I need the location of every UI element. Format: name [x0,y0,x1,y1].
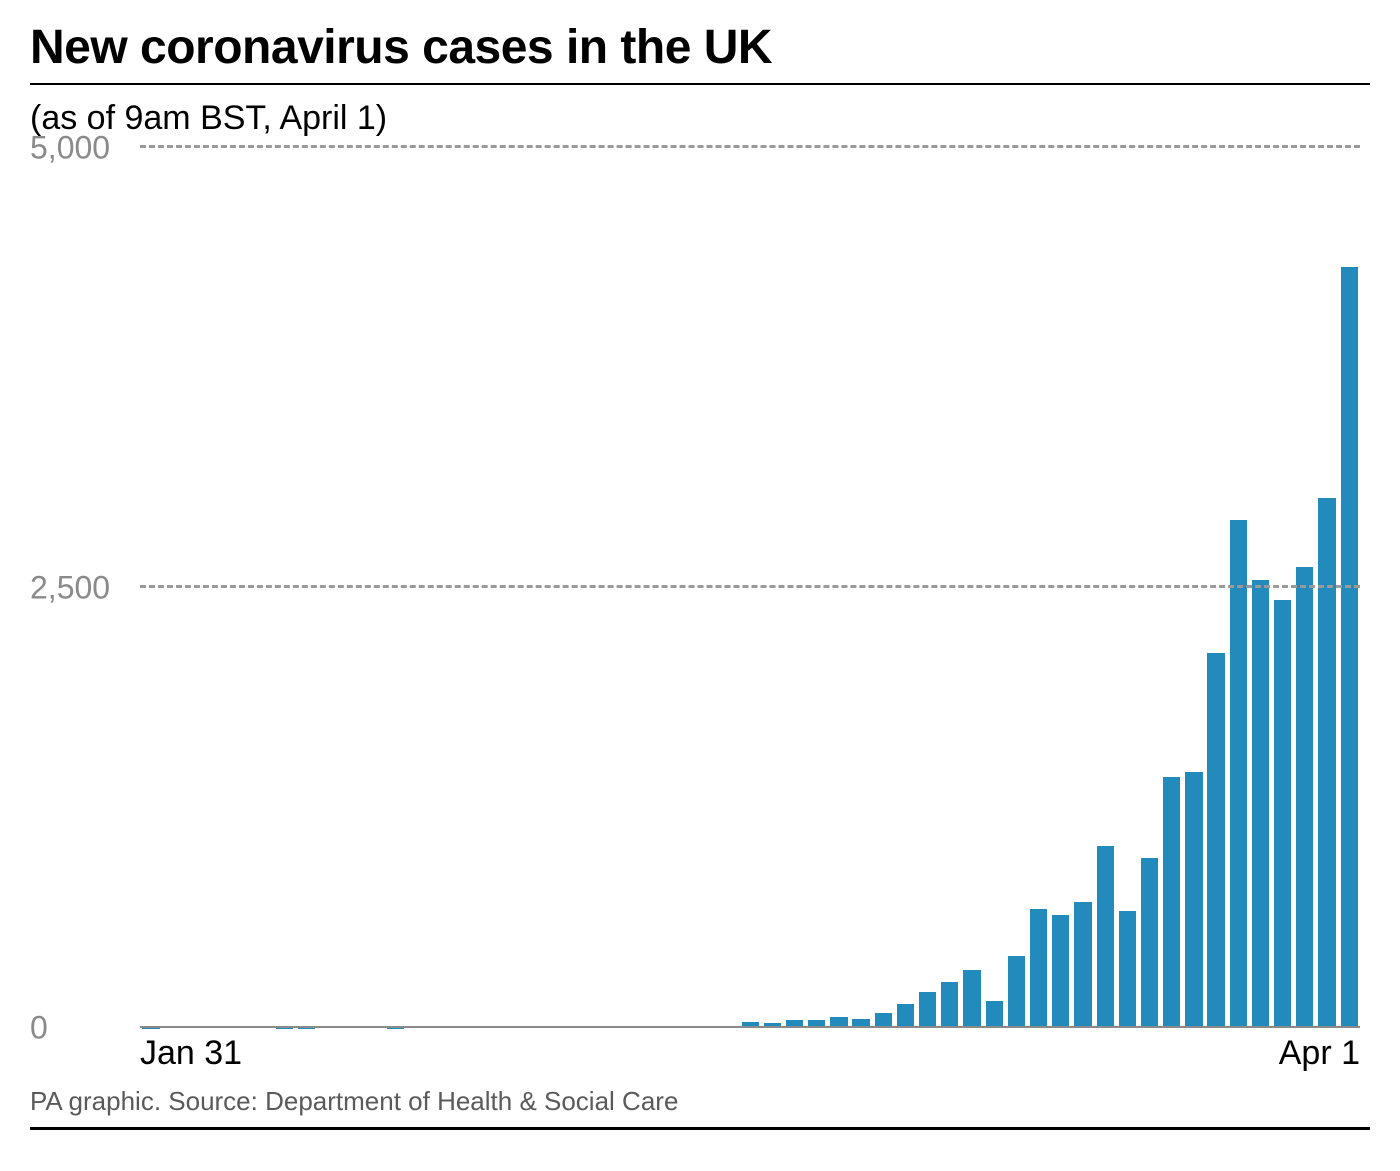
bar-slot [739,148,761,1028]
bar-slot [428,148,450,1028]
bar-slot [1028,148,1050,1028]
bar-slot [717,148,739,1028]
bar [1052,915,1069,1028]
bar-slot [894,148,916,1028]
chart-footer: PA graphic. Source: Department of Health… [30,1086,1370,1117]
gridline [140,145,1360,148]
bar-slot [606,148,628,1028]
bar-slot [562,148,584,1028]
bar-slot [1338,148,1360,1028]
bar-slot [628,148,650,1028]
bar-slot [162,148,184,1028]
bars-group [140,148,1360,1028]
bar-slot [695,148,717,1028]
bar [1274,600,1291,1028]
bar-slot [1005,148,1027,1028]
chart-container: New coronavirus cases in the UK (as of 9… [0,0,1400,1130]
bar-slot [406,148,428,1028]
bar-slot [1050,148,1072,1028]
bar-slot [783,148,805,1028]
title-rule [30,83,1370,85]
bar-slot [584,148,606,1028]
bar-slot [806,148,828,1028]
bar-slot [539,148,561,1028]
bar-slot [828,148,850,1028]
bar-slot [961,148,983,1028]
bar-slot [318,148,340,1028]
bar-slot [473,148,495,1028]
bar-slot [184,148,206,1028]
bar-slot [917,148,939,1028]
bar-slot [761,148,783,1028]
plot-area [140,148,1360,1028]
bar-slot [650,148,672,1028]
bar-slot [295,148,317,1028]
bar-slot [229,148,251,1028]
x-start-label: Jan 31 [140,1034,242,1073]
bar [919,992,936,1028]
bar-slot [495,148,517,1028]
bar [941,982,958,1028]
bar-slot [1227,148,1249,1028]
bar [963,970,980,1028]
bar [1185,772,1202,1028]
bar-slot [872,148,894,1028]
y-tick-label: 0 [30,1010,130,1047]
x-axis-labels: Jan 31 Apr 1 [140,1034,1360,1074]
bar-slot [673,148,695,1028]
bottom-rule [30,1127,1370,1130]
bar [897,1004,914,1028]
y-tick-label: 5,000 [30,130,130,167]
bar [1119,911,1136,1028]
bar-slot [1205,148,1227,1028]
bar-slot [1249,148,1271,1028]
bar [1074,902,1091,1028]
bar [1318,498,1335,1028]
bar-slot [1138,148,1160,1028]
bar [1163,777,1180,1028]
chart-area: 02,5005,000 Jan 31 Apr 1 [30,148,1370,1068]
x-end-label: Apr 1 [1279,1034,1360,1073]
chart-subtitle: (as of 9am BST, April 1) [30,99,1370,138]
bar [986,1001,1003,1028]
bar-slot [850,148,872,1028]
bar-slot [1272,148,1294,1028]
bar-slot [517,148,539,1028]
bar-slot [273,148,295,1028]
bar-slot [1116,148,1138,1028]
bar [1252,580,1269,1028]
bar-slot [251,148,273,1028]
bar-slot [939,148,961,1028]
bar [1008,956,1025,1028]
bar-slot [1094,148,1116,1028]
chart-title: New coronavirus cases in the UK [30,20,1370,75]
bar-slot [1161,148,1183,1028]
bar [1141,858,1158,1028]
bar [1230,520,1247,1028]
bar-slot [207,148,229,1028]
bar [1207,653,1224,1028]
y-tick-label: 2,500 [30,570,130,607]
y-axis-labels: 02,5005,000 [30,148,130,1068]
gridline [140,585,1360,588]
bar [1296,567,1313,1028]
bar-slot [1183,148,1205,1028]
baseline [140,1026,1360,1028]
bar [1341,267,1358,1028]
bar-slot [1316,148,1338,1028]
bar-slot [1294,148,1316,1028]
bar-slot [340,148,362,1028]
bar [1030,909,1047,1028]
bar-slot [451,148,473,1028]
bar-slot [384,148,406,1028]
bar [1097,846,1114,1028]
bar-slot [362,148,384,1028]
bar-slot [1072,148,1094,1028]
bar-slot [140,148,162,1028]
bar-slot [983,148,1005,1028]
